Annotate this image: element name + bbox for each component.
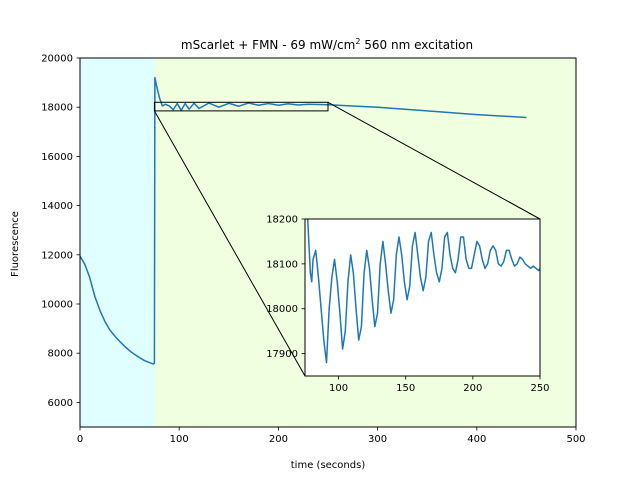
inset-y-tick-label-18100: 18100 <box>266 259 298 270</box>
y-tick-label-12000: 12000 <box>41 250 73 261</box>
y-axis-ticks: 6000 8000 10000 12000 14000 16000 18000 20000 <box>41 54 80 409</box>
inset-x-axis-ticks: 100 150 200 250 <box>329 376 550 394</box>
inset-y-tick-label-17900: 17900 <box>266 349 298 360</box>
chart-title: mScarlet + FMN - 69 mW/cm2 560 nm excita… <box>181 37 473 52</box>
inset-series <box>306 219 540 364</box>
zoom-connector-right <box>327 101 541 220</box>
y-axis-label: Fluorescence <box>10 211 21 277</box>
inset-y-axis-ticks: 17900 18000 18100 18200 <box>266 215 305 360</box>
main-series <box>79 76 527 365</box>
y-tick-label-14000: 14000 <box>41 201 73 212</box>
y-tick-label-20000: 20000 <box>41 54 73 65</box>
chart-title-suffix: 560 nm excitation <box>360 38 473 52</box>
series-line-0 <box>79 76 527 365</box>
zoom-connector-left <box>153 110 306 377</box>
inset-y-tick-label-18000: 18000 <box>266 304 298 315</box>
chart-title-superscript: 2 <box>355 37 360 46</box>
x-tick-label-300: 300 <box>368 434 387 445</box>
inset-x-tick-label-200: 200 <box>463 383 482 394</box>
inset-background <box>305 219 540 376</box>
x-axis-ticks: 0 100 200 300 400 500 <box>77 427 586 445</box>
shaded-region-0 <box>80 58 155 427</box>
inset-x-tick-label-100: 100 <box>329 383 348 394</box>
inset-x-tick-label-150: 150 <box>396 383 415 394</box>
y-tick-label-10000: 10000 <box>41 300 73 311</box>
y-tick-label-16000: 16000 <box>41 152 73 163</box>
zoom-box <box>153 101 329 112</box>
x-tick-label-0: 0 <box>77 434 83 445</box>
x-axis-label: time (seconds) <box>291 460 366 471</box>
zoom-indicator <box>153 101 541 377</box>
y-tick-label-18000: 18000 <box>41 103 73 114</box>
x-tick-label-100: 100 <box>170 434 189 445</box>
plot-frame <box>79 57 577 428</box>
inset-series-line-0 <box>306 219 540 364</box>
x-tick-label-200: 200 <box>269 434 288 445</box>
y-tick-label-6000: 6000 <box>48 398 73 409</box>
inset-y-tick-label-18200: 18200 <box>266 215 298 226</box>
chart-title-main: mScarlet + FMN - 69 mW/cm <box>181 38 355 52</box>
x-tick-label-500: 500 <box>566 434 585 445</box>
y-tick-label-8000: 8000 <box>48 349 73 360</box>
x-tick-label-400: 400 <box>467 434 486 445</box>
inset-chart: 100 150 200 250 17900 18000 18100 18200 <box>266 215 549 395</box>
inset-frame <box>304 218 541 377</box>
inset-x-tick-label-250: 250 <box>530 383 549 394</box>
